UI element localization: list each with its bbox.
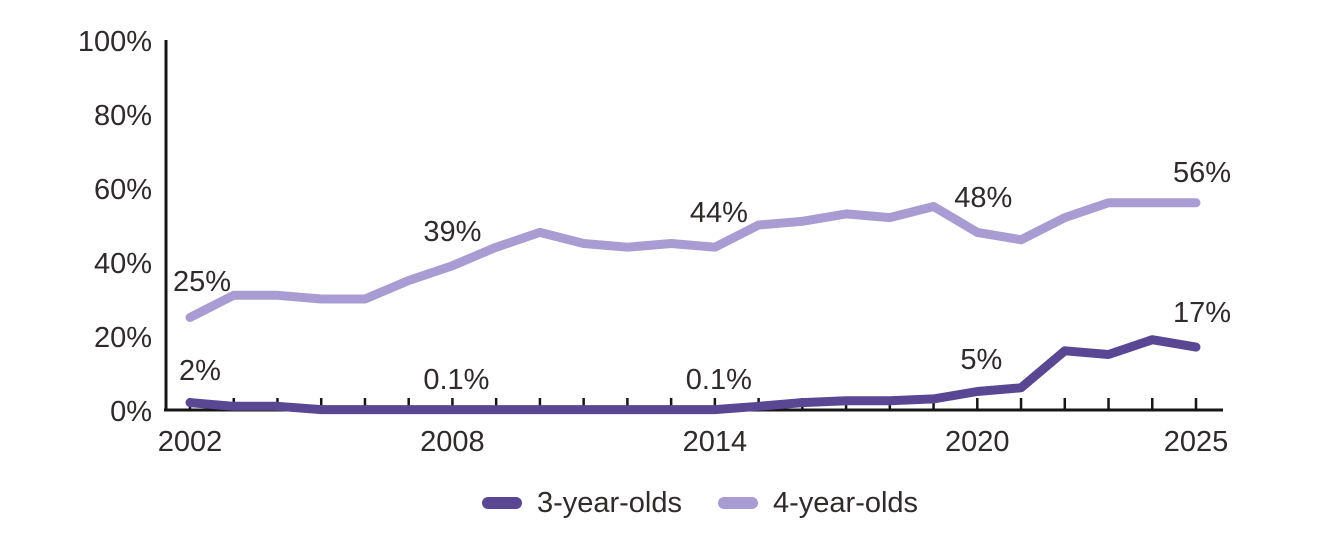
data-label: 56% xyxy=(1172,156,1232,189)
x-axis-label: 2025 xyxy=(1163,426,1229,458)
y-axis-label: 20% xyxy=(93,322,152,354)
legend-item-4-year-olds: 4-year-olds xyxy=(718,486,918,520)
y-axis-label: 80% xyxy=(93,100,152,132)
x-axis-label: 2014 xyxy=(682,426,748,458)
legend-label-4-year-olds: 4-year-olds xyxy=(773,487,919,519)
x-axis-label: 2008 xyxy=(420,426,485,458)
y-axis-label: 60% xyxy=(93,174,152,206)
data-label: 39% xyxy=(423,215,482,248)
data-label: 0.1% xyxy=(685,363,752,396)
legend-swatch-3-year-olds-icon xyxy=(481,497,522,509)
data-label: 48% xyxy=(954,182,1013,215)
legend-swatch-4-year-olds-icon xyxy=(718,497,758,509)
data-label: 17% xyxy=(1172,297,1232,330)
data-label: 0.1% xyxy=(423,363,490,396)
legend: 3-year-olds 4-year-olds xyxy=(0,486,1334,520)
y-axis-label: 100% xyxy=(77,26,152,58)
y-axis-label: 0% xyxy=(110,396,152,428)
data-label: 25% xyxy=(172,265,232,298)
series-line-4-year-olds xyxy=(185,198,1201,322)
series-line-3-year-olds xyxy=(185,335,1201,415)
data-label: 44% xyxy=(689,197,748,230)
y-axis-label: 40% xyxy=(93,248,152,280)
legend-label-3-year-olds: 3-year-olds xyxy=(536,487,682,519)
data-label: 2% xyxy=(179,354,221,387)
x-axis-label: 2002 xyxy=(157,426,223,458)
legend-item-3-year-olds: 3-year-olds xyxy=(481,486,682,520)
data-label: 5% xyxy=(960,343,1003,376)
x-axis-label: 2020 xyxy=(945,426,1010,458)
